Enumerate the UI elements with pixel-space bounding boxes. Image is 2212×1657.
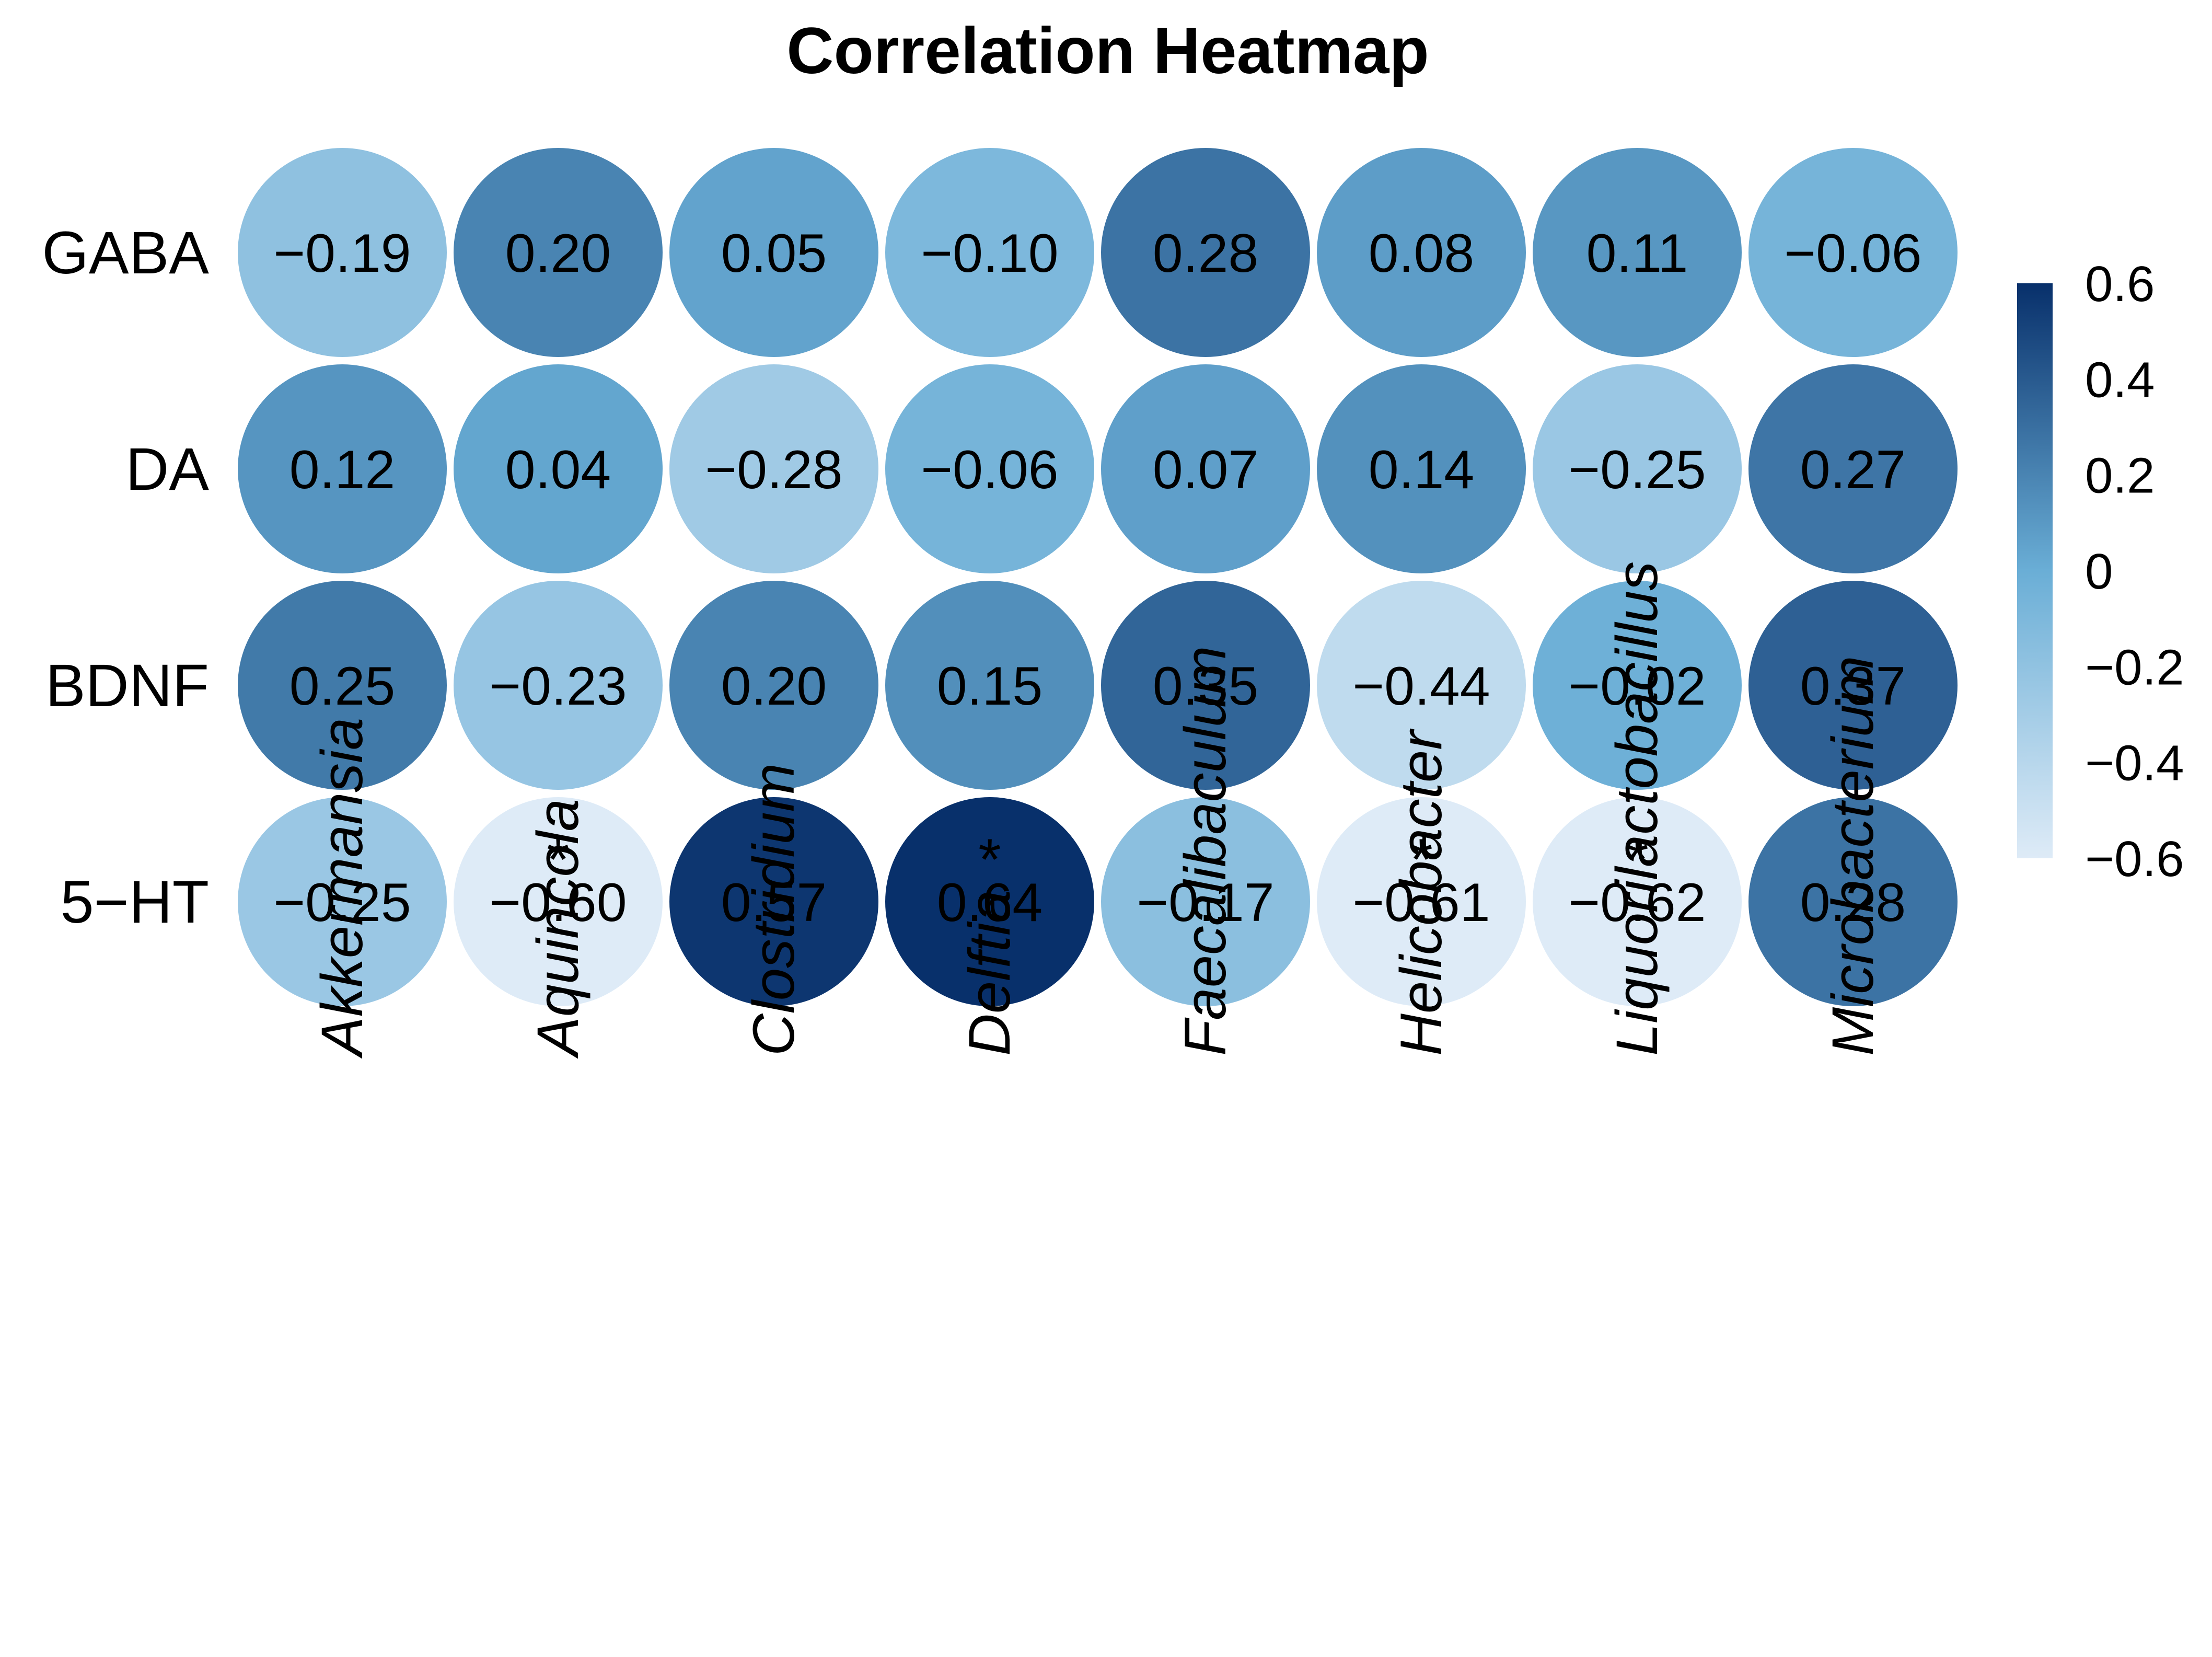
cell-value-label: 0.04 bbox=[505, 440, 611, 500]
column-label: Faecalibaculum bbox=[1173, 646, 1238, 1056]
cell-value-label: 0.20 bbox=[721, 656, 827, 717]
heatmap-cell bbox=[238, 148, 447, 357]
column-label: Liquorilactobacillus bbox=[1604, 561, 1670, 1056]
color-scale-ticks: 0.6 0.4 0.2 0 −0.2 −0.4 −0.6 bbox=[2085, 256, 2184, 887]
cell-value-label: −0.62 bbox=[1568, 872, 1706, 933]
heatmap-cell bbox=[1101, 364, 1310, 573]
chart-title: Correlation Heatmap bbox=[786, 15, 1429, 87]
color-scale-tick-label: 0.2 bbox=[2085, 448, 2155, 504]
cell-value-label: −0.02 bbox=[1568, 656, 1706, 717]
column-label: Microbacterium bbox=[1820, 655, 1885, 1056]
color-scale-tick-label: 0.4 bbox=[2085, 352, 2155, 408]
heatmap-cell bbox=[669, 797, 878, 1006]
cell-value-label: 0.20 bbox=[505, 223, 611, 284]
significance-marker: * bbox=[1410, 827, 1433, 892]
cell-value-label: 0.27 bbox=[1800, 440, 1906, 500]
cell-value-label: −0.61 bbox=[1352, 872, 1490, 933]
heatmap-cell bbox=[238, 581, 447, 790]
color-scale-tick-label: −0.4 bbox=[2085, 735, 2184, 791]
heatmap-cell bbox=[1533, 148, 1742, 357]
cell-value-label: 0.28 bbox=[1800, 872, 1906, 933]
cell-value-label: −0.10 bbox=[921, 223, 1058, 284]
cell-value-label: −0.25 bbox=[1568, 440, 1706, 500]
significance-marker: * bbox=[1626, 827, 1649, 892]
heatmap-cell bbox=[1748, 797, 1958, 1006]
column-label: Akkermansia bbox=[309, 718, 375, 1059]
heatmap-cell bbox=[885, 364, 1094, 573]
heatmap-cell bbox=[1317, 797, 1526, 1006]
cell-value-label: −0.60 bbox=[489, 872, 627, 933]
column-label: Clostridium bbox=[741, 763, 806, 1056]
heatmap-cell bbox=[1101, 581, 1310, 790]
heatmap-cell bbox=[1101, 797, 1310, 1006]
significance-marker: * bbox=[978, 827, 1001, 892]
heatmap-cell bbox=[885, 581, 1094, 790]
cell-value-label: 0.14 bbox=[1369, 440, 1474, 500]
heatmap-cell bbox=[669, 581, 878, 790]
cell-value-label: 0.15 bbox=[937, 656, 1043, 717]
cell-value-label: −0.19 bbox=[273, 223, 411, 284]
heatmap-cell bbox=[454, 148, 663, 357]
color-scale-tick-label: −0.6 bbox=[2085, 831, 2184, 887]
heatmap-cell bbox=[1748, 581, 1958, 790]
heatmap-cell bbox=[1101, 148, 1310, 357]
heatmap-cell bbox=[1533, 581, 1742, 790]
heatmap-cell bbox=[1533, 797, 1742, 1006]
color-scale-bar bbox=[2017, 283, 2053, 858]
heatmap-cell bbox=[1533, 364, 1742, 573]
heatmap-cell bbox=[1748, 364, 1958, 573]
column-labels: Akkermansia Aquincola Clostridium Delftia Fa… bbox=[309, 561, 1885, 1059]
heatmap-cell bbox=[454, 581, 663, 790]
color-scale-legend: 0.6 0.4 0.2 0 −0.2 −0.4 −0.6 bbox=[2017, 256, 2184, 887]
cell-value-label: 0.12 bbox=[289, 440, 395, 500]
cell-value-label: −0.28 bbox=[705, 440, 842, 500]
heatmap-cell bbox=[1317, 364, 1526, 573]
column-label: Delftia bbox=[957, 890, 1022, 1056]
cell-value-label: 0.35 bbox=[1153, 656, 1258, 717]
column-label: Aquincola bbox=[525, 799, 590, 1059]
cell-value-label: 0.05 bbox=[721, 223, 827, 284]
heatmap-cell bbox=[885, 797, 1094, 1006]
color-scale-tick-label: −0.2 bbox=[2085, 639, 2184, 695]
heatmap-cell bbox=[454, 364, 663, 573]
cell-value-label: 0.11 bbox=[1586, 223, 1688, 284]
heatmap-cell bbox=[1317, 581, 1526, 790]
heatmap-cell bbox=[1748, 148, 1958, 357]
row-label: 5−HT bbox=[61, 869, 209, 936]
cell-value-label: 0.64 bbox=[937, 872, 1043, 933]
significance-marker: * bbox=[547, 827, 570, 892]
heatmap-cell bbox=[669, 148, 878, 357]
heatmap-cell bbox=[669, 364, 878, 573]
color-scale-tick-label: 0.6 bbox=[2085, 256, 2155, 312]
cell-value-label: 0.25 bbox=[289, 656, 395, 717]
heatmap-cells: −0.19 0.20 0.05 −0.10 0.28 0.08 0.11 −0.06 0.12 0… bbox=[238, 148, 1958, 1006]
row-labels: GABA DA BDNF 5−HT bbox=[42, 220, 209, 936]
cell-value-label: −0.44 bbox=[1352, 656, 1490, 717]
heatmap-cell bbox=[238, 797, 447, 1006]
cell-value-label: −0.23 bbox=[489, 656, 627, 717]
cell-value-label: 0.57 bbox=[721, 872, 827, 933]
cell-value-label: 0.28 bbox=[1153, 223, 1258, 284]
cell-value-label: −0.25 bbox=[273, 872, 411, 933]
row-label: BDNF bbox=[45, 652, 209, 719]
row-label: GABA bbox=[42, 220, 209, 286]
cell-value-label: −0.06 bbox=[1784, 223, 1921, 284]
heatmap-cell bbox=[885, 148, 1094, 357]
heatmap-cell bbox=[238, 364, 447, 573]
cell-value-label: 0.37 bbox=[1800, 656, 1906, 717]
heatmap-cell bbox=[454, 797, 663, 1006]
cell-value-label: 0.08 bbox=[1369, 223, 1474, 284]
cell-value-label: −0.17 bbox=[1137, 872, 1274, 933]
row-label: DA bbox=[125, 436, 209, 503]
heatmap-cell bbox=[1317, 148, 1526, 357]
cell-value-label: −0.06 bbox=[921, 440, 1058, 500]
column-label: Helicobacter bbox=[1388, 728, 1454, 1056]
color-scale-tick-label: 0 bbox=[2085, 544, 2113, 600]
cell-value-label: 0.07 bbox=[1153, 440, 1258, 500]
